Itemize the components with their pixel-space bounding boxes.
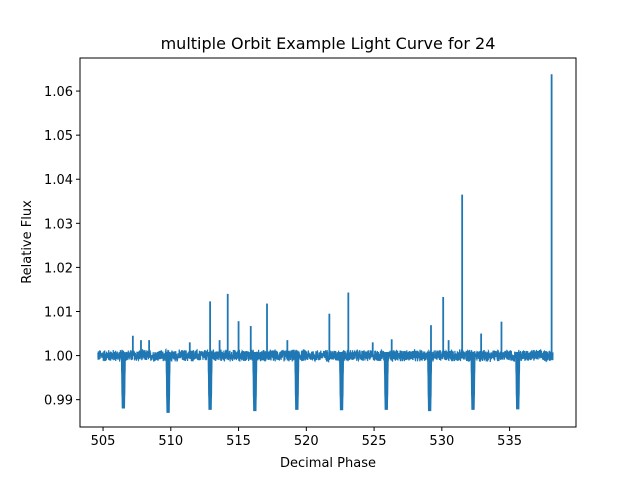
y-tick-label: 1.05 [44, 129, 73, 144]
transit-dip-line [427, 352, 433, 412]
x-tick-label: 510 [158, 434, 183, 449]
y-tick-label: 1.00 [44, 350, 73, 365]
transit-dip [339, 352, 345, 411]
transit-dip-line [252, 352, 258, 412]
x-tick-label: 525 [362, 434, 387, 449]
x-tick-label: 505 [91, 434, 116, 449]
light-curve-series [97, 348, 554, 364]
transit-dip-line [383, 352, 389, 410]
x-tick-label: 520 [294, 434, 319, 449]
x-axis-label: Decimal Phase [280, 456, 376, 471]
axes-frame [79, 57, 577, 428]
transit-dip [515, 352, 521, 410]
chart-title: multiple Orbit Example Light Curve for 2… [161, 34, 496, 53]
y-axis-label: Relative Flux [20, 200, 35, 284]
transit-dip-line [339, 352, 345, 411]
axis-ticks: 505 510 515 520 525 530 535 0.99 1.00 1.01 1.02 1.0… [44, 85, 522, 449]
y-tick-label: 1.02 [44, 261, 73, 276]
transit-dip-line [294, 352, 300, 410]
y-tick-label: 1.06 [44, 85, 73, 100]
transit-dip [294, 352, 300, 410]
y-tick-label: 1.03 [44, 217, 73, 232]
y-tick-label: 0.99 [44, 394, 73, 409]
transit-dip [470, 352, 476, 410]
transit-dip-line [207, 352, 213, 410]
plot-area [97, 74, 554, 413]
x-tick-label: 515 [226, 434, 251, 449]
transit-dip [427, 352, 433, 412]
transit-dip-line [165, 352, 171, 413]
transit-dip-line [515, 352, 521, 410]
y-tick-label: 1.04 [44, 173, 73, 188]
transit-dip [165, 352, 171, 413]
x-tick-label: 535 [497, 434, 522, 449]
transit-dip [120, 352, 126, 409]
transit-dip [252, 352, 258, 412]
transit-dip [207, 352, 213, 410]
transit-dip-line [470, 352, 476, 410]
y-tick-label: 1.01 [44, 305, 73, 320]
transit-dip-line [120, 352, 126, 409]
transit-dip [383, 352, 389, 410]
x-tick-label: 530 [429, 434, 454, 449]
